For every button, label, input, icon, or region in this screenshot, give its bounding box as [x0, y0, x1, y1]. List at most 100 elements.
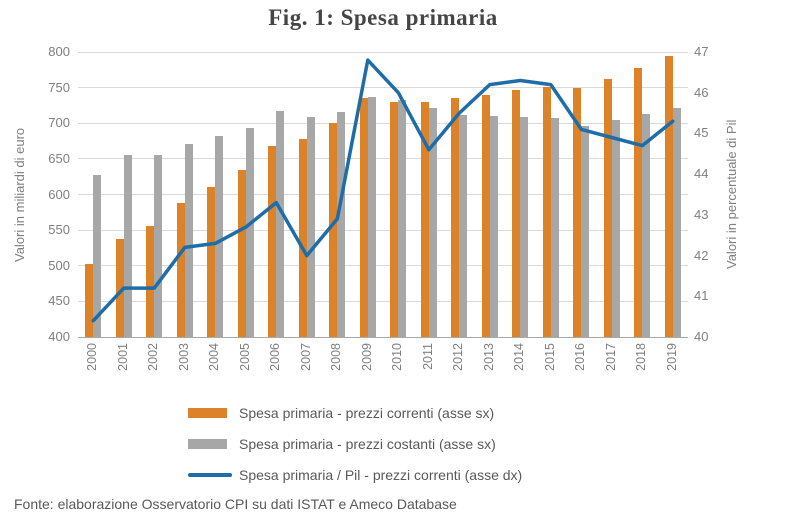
- bar-current-prices-2019: [664, 55, 673, 337]
- right-axis-tick-label: 46: [694, 84, 709, 100]
- x-axis-label-2012: 2012: [451, 343, 466, 371]
- bar-current-prices-2002: [146, 225, 155, 337]
- x-axis-labels: 2000 2001 2002 2003 2004 2005 2006 2007 2008 2009…: [78, 340, 688, 382]
- right-axis-tick-label: 45: [694, 125, 709, 141]
- x-axis-label-2005: 2005: [237, 343, 252, 371]
- bar-constant-prices-2014: [520, 116, 529, 337]
- bar-current-prices-2010: [390, 101, 399, 337]
- bar-current-prices-2003: [176, 203, 185, 337]
- x-axis-label-2016: 2016: [573, 343, 588, 371]
- gridline: [78, 300, 688, 302]
- plot-area: [78, 51, 688, 338]
- bar-current-prices-2015: [542, 86, 551, 337]
- swatch-color: [188, 408, 227, 418]
- x-axis-label-2004: 2004: [207, 343, 222, 371]
- legend-label: Spesa primaria / Pil - prezzi correnti (…: [239, 467, 523, 483]
- bar-constant-prices-2012: [459, 114, 468, 337]
- bar-current-prices-2013: [481, 94, 490, 337]
- source-note: Fonte: elaborazione Osservatorio CPI su …: [14, 496, 457, 512]
- bar-constant-prices-2007: [306, 116, 315, 337]
- left-axis-tick-label: 800: [48, 44, 70, 59]
- legend-bar-swatch: [188, 404, 234, 422]
- gridline: [78, 194, 688, 195]
- bar-constant-prices-2001: [123, 155, 132, 337]
- legend-item-3: Spesa primaria / Pil - prezzi correnti (…: [188, 466, 522, 484]
- x-axis-label-2014: 2014: [512, 343, 527, 371]
- bar-constant-prices-2013: [489, 116, 498, 337]
- x-axis-label-2007: 2007: [298, 343, 313, 371]
- bar-current-prices-2018: [634, 68, 643, 337]
- bar-constant-prices-2019: [672, 107, 681, 337]
- right-axis-tick-label: 44: [694, 166, 709, 182]
- bar-constant-prices-2018: [642, 114, 651, 337]
- bar-current-prices-2007: [298, 138, 307, 337]
- left-axis-tick-label: 650: [48, 150, 70, 166]
- bar-current-prices-2000: [85, 264, 94, 337]
- bar-constant-prices-2011: [428, 108, 437, 337]
- bar-current-prices-2016: [573, 87, 582, 337]
- x-axis-label-2010: 2010: [390, 343, 405, 371]
- bar-current-prices-2012: [451, 97, 460, 337]
- swatch-color: [188, 439, 227, 449]
- gridline: [78, 122, 688, 124]
- legend-item-2: Spesa primaria - prezzi costanti (asse s…: [188, 435, 522, 453]
- x-axis-label-2018: 2018: [634, 343, 649, 371]
- x-axis-label-2006: 2006: [268, 343, 283, 371]
- bar-current-prices-2009: [359, 98, 368, 337]
- x-axis-label-2000: 2000: [85, 343, 100, 371]
- x-axis-label-2002: 2002: [146, 343, 161, 371]
- x-axis-label-2008: 2008: [329, 343, 344, 371]
- right-axis-tick-label: 43: [694, 206, 709, 222]
- bar-constant-prices-2002: [154, 155, 163, 337]
- right-axis-tick-label: 41: [694, 288, 709, 304]
- bar-constant-prices-2006: [276, 111, 285, 337]
- x-axis-line: [78, 336, 688, 338]
- left-axis-tick-label: 550: [48, 222, 70, 238]
- x-axis-label-2013: 2013: [481, 343, 496, 371]
- spesa-pil-line: [91, 58, 675, 323]
- bar-current-prices-2014: [512, 90, 521, 337]
- bar-constant-prices-2016: [581, 126, 590, 337]
- left-axis-tick-label: 500: [48, 257, 70, 273]
- x-axis-label-2015: 2015: [542, 343, 557, 371]
- right-axis-tick-label: 47: [694, 44, 709, 59]
- left-axis-tick-label: 450: [48, 293, 70, 309]
- legend-label: Spesa primaria - prezzi costanti (asse s…: [239, 436, 496, 452]
- gridline: [78, 265, 688, 267]
- bar-constant-prices-2003: [184, 143, 193, 337]
- line-series-layer: [91, 58, 675, 323]
- bar-constant-prices-2005: [245, 127, 254, 337]
- x-axis-label-2001: 2001: [115, 343, 130, 371]
- bar-constant-prices-2009: [367, 96, 376, 337]
- gridline: [78, 158, 688, 160]
- chart-title: Fig. 1: Spesa primaria: [268, 5, 498, 30]
- right-axis-tick-label: 40: [694, 329, 709, 344]
- bar-constant-prices-2010: [398, 100, 407, 337]
- x-axis-label-2003: 2003: [176, 343, 191, 371]
- bar-current-prices-2001: [115, 239, 124, 337]
- bar-constant-prices-2004: [215, 136, 224, 337]
- x-axis-label-2011: 2011: [420, 343, 435, 370]
- left-axis-tick-label: 400: [48, 329, 70, 344]
- gridline: [78, 229, 688, 231]
- legend-line-swatch: [188, 466, 234, 484]
- legend-item-1: Spesa primaria - prezzi correnti (asse s…: [188, 404, 522, 422]
- bar-constant-prices-2017: [611, 119, 620, 337]
- bar-constant-prices-2000: [93, 174, 102, 337]
- bar-current-prices-2005: [237, 170, 246, 337]
- right-axis-tick-label: 42: [694, 247, 709, 263]
- gridline: [78, 51, 688, 53]
- left-axis-tick-label: 600: [48, 186, 70, 202]
- x-axis-label-2019: 2019: [664, 343, 679, 371]
- left-axis-tick-label: 750: [48, 79, 70, 95]
- left-axis-tick-label: 700: [48, 115, 70, 131]
- swatch-color: [188, 473, 232, 477]
- x-axis-label-2009: 2009: [359, 343, 374, 371]
- bar-current-prices-2008: [329, 123, 338, 337]
- bar-current-prices-2017: [603, 79, 612, 337]
- bar-constant-prices-2008: [337, 111, 346, 337]
- right-axis-title: Valori in percentuale di Pil: [724, 119, 739, 270]
- legend-label: Spesa primaria - prezzi correnti (asse s…: [239, 405, 495, 421]
- bar-constant-prices-2015: [550, 118, 559, 337]
